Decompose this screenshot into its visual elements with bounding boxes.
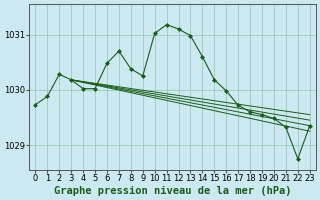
X-axis label: Graphe pression niveau de la mer (hPa): Graphe pression niveau de la mer (hPa)	[54, 186, 291, 196]
